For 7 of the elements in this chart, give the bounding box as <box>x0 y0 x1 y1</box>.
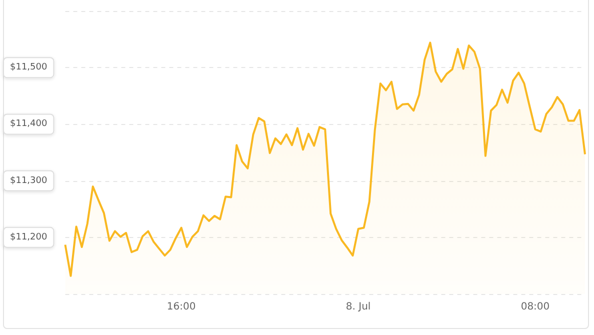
x-tick-label: 08:00 <box>520 302 550 312</box>
y-tick-label: $11,500 <box>10 62 48 73</box>
y-tick-label: $11,300 <box>10 176 48 186</box>
x-tick-label: 8. Jul <box>346 302 371 312</box>
y-tick-label: $11,400 <box>10 119 48 130</box>
y-tick-label: $11,200 <box>10 232 48 242</box>
x-tick-label: 16:00 <box>166 302 196 312</box>
